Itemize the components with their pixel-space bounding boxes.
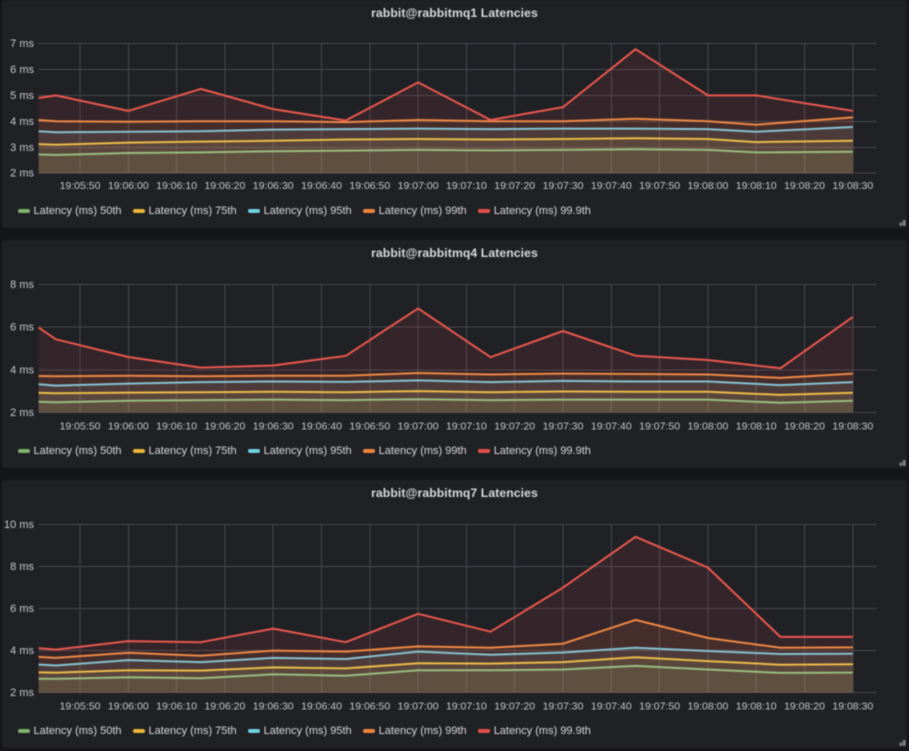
svg-text:19:07:40: 19:07:40: [591, 421, 632, 433]
svg-text:19:07:50: 19:07:50: [639, 421, 680, 433]
svg-text:19:07:00: 19:07:00: [398, 180, 439, 192]
svg-text:19:08:20: 19:08:20: [784, 701, 825, 713]
svg-text:19:07:30: 19:07:30: [543, 701, 584, 713]
svg-text:8 ms: 8 ms: [10, 279, 34, 291]
svg-text:6 ms: 6 ms: [10, 322, 34, 334]
svg-text:5 ms: 5 ms: [10, 90, 34, 102]
svg-text:4 ms: 4 ms: [10, 645, 34, 657]
svg-text:19:06:10: 19:06:10: [156, 701, 197, 713]
svg-text:19:07:10: 19:07:10: [446, 180, 487, 192]
svg-text:19:07:10: 19:07:10: [446, 421, 487, 433]
svg-text:19:08:30: 19:08:30: [832, 421, 873, 433]
svg-text:19:07:20: 19:07:20: [494, 701, 535, 713]
svg-text:19:06:50: 19:06:50: [349, 421, 390, 433]
svg-text:2 ms: 2 ms: [10, 407, 34, 419]
svg-text:19:08:10: 19:08:10: [736, 421, 777, 433]
svg-text:10 ms: 10 ms: [4, 519, 34, 531]
svg-text:19:08:20: 19:08:20: [784, 421, 825, 433]
svg-text:19:08:20: 19:08:20: [784, 180, 825, 192]
svg-text:19:07:00: 19:07:00: [398, 421, 439, 433]
svg-text:3 ms: 3 ms: [10, 142, 34, 154]
svg-text:19:07:30: 19:07:30: [543, 180, 584, 192]
svg-text:19:08:00: 19:08:00: [687, 180, 728, 192]
svg-text:4 ms: 4 ms: [10, 364, 34, 376]
svg-text:19:08:00: 19:08:00: [687, 701, 728, 713]
svg-text:4 ms: 4 ms: [10, 116, 34, 128]
svg-text:2 ms: 2 ms: [10, 168, 34, 180]
svg-text:19:06:00: 19:06:00: [108, 421, 149, 433]
svg-text:2 ms: 2 ms: [10, 687, 34, 699]
svg-text:19:07:20: 19:07:20: [494, 180, 535, 192]
svg-text:19:07:30: 19:07:30: [543, 421, 584, 433]
svg-text:19:06:10: 19:06:10: [156, 180, 197, 192]
svg-text:19:06:20: 19:06:20: [204, 180, 245, 192]
svg-text:19:07:10: 19:07:10: [446, 701, 487, 713]
svg-text:19:07:40: 19:07:40: [591, 701, 632, 713]
svg-text:19:08:30: 19:08:30: [832, 701, 873, 713]
svg-text:19:06:00: 19:06:00: [108, 180, 149, 192]
svg-text:19:06:50: 19:06:50: [349, 180, 390, 192]
svg-text:19:06:40: 19:06:40: [301, 701, 342, 713]
svg-text:19:06:40: 19:06:40: [301, 421, 342, 433]
svg-text:6 ms: 6 ms: [10, 64, 34, 76]
svg-text:19:06:10: 19:06:10: [156, 421, 197, 433]
svg-text:8 ms: 8 ms: [10, 561, 34, 573]
svg-text:19:06:30: 19:06:30: [253, 421, 294, 433]
svg-text:19:06:00: 19:06:00: [108, 701, 149, 713]
svg-text:19:06:30: 19:06:30: [253, 701, 294, 713]
svg-text:19:07:20: 19:07:20: [494, 421, 535, 433]
svg-text:6 ms: 6 ms: [10, 603, 34, 615]
svg-text:19:06:30: 19:06:30: [253, 180, 294, 192]
svg-text:19:08:10: 19:08:10: [736, 180, 777, 192]
svg-text:19:08:30: 19:08:30: [832, 180, 873, 192]
svg-text:19:06:40: 19:06:40: [301, 180, 342, 192]
svg-text:19:06:20: 19:06:20: [204, 701, 245, 713]
svg-text:19:06:50: 19:06:50: [349, 701, 390, 713]
svg-text:19:05:50: 19:05:50: [60, 180, 101, 192]
svg-text:19:05:50: 19:05:50: [60, 421, 101, 433]
svg-text:19:08:10: 19:08:10: [736, 701, 777, 713]
svg-text:19:07:50: 19:07:50: [639, 701, 680, 713]
svg-text:19:05:50: 19:05:50: [60, 701, 101, 713]
svg-text:19:06:20: 19:06:20: [204, 421, 245, 433]
svg-text:7 ms: 7 ms: [10, 38, 34, 50]
svg-text:19:07:00: 19:07:00: [398, 701, 439, 713]
svg-text:19:07:50: 19:07:50: [639, 180, 680, 192]
svg-text:19:07:40: 19:07:40: [591, 180, 632, 192]
svg-text:19:08:00: 19:08:00: [687, 421, 728, 433]
